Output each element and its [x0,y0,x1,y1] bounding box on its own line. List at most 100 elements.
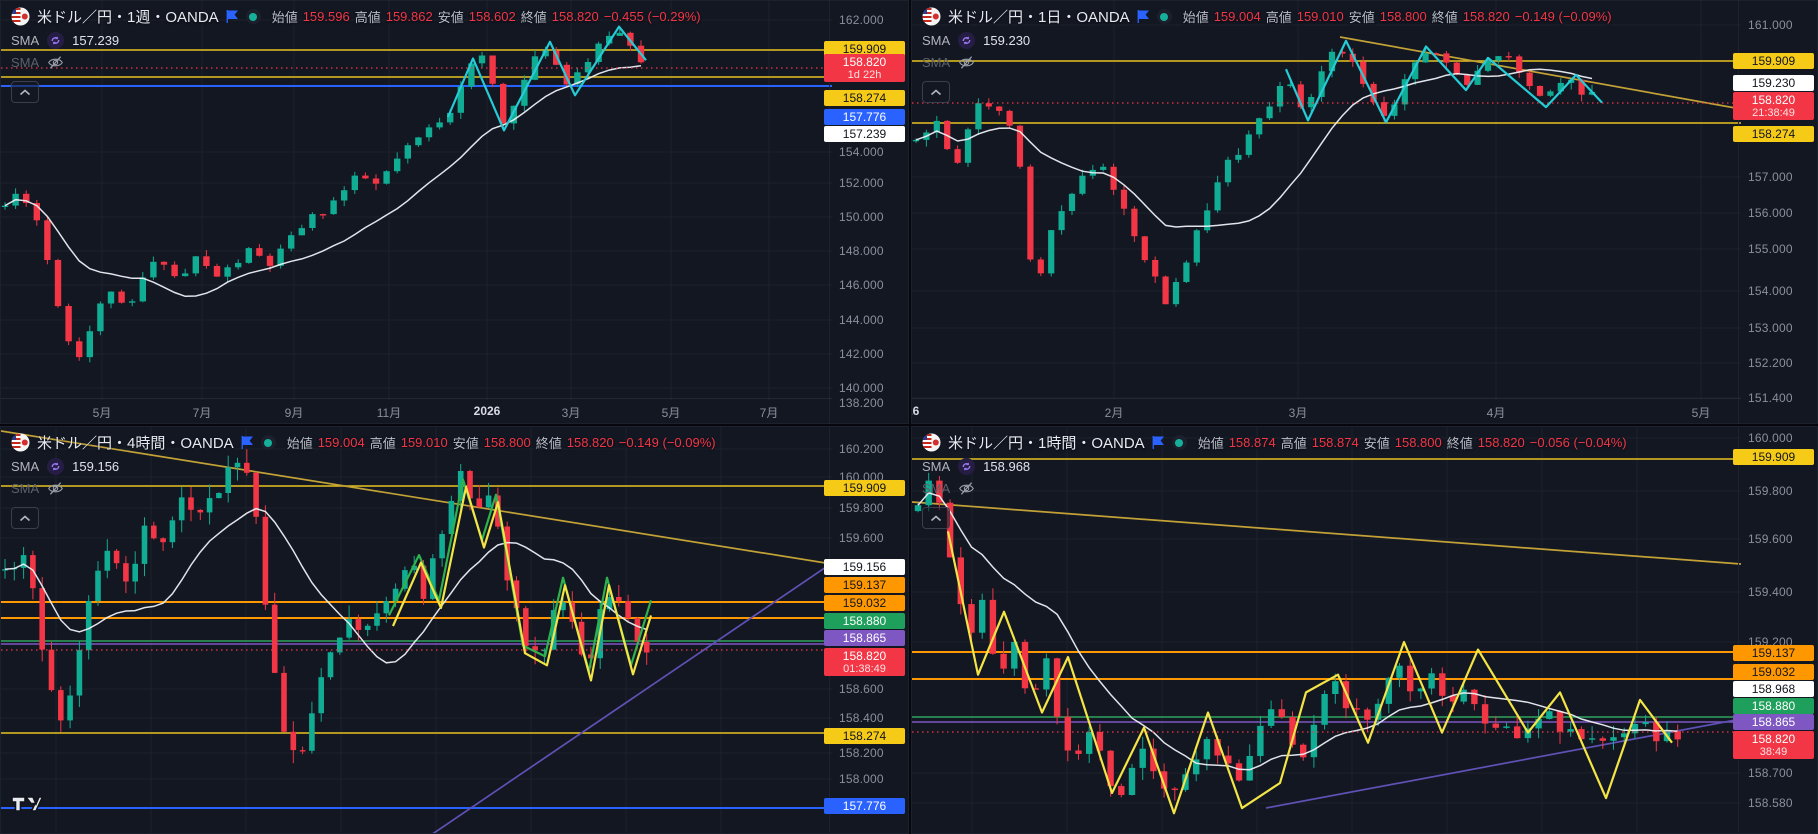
time-axis-label: 7月 [759,406,779,420]
eye-off-icon[interactable] [958,55,975,70]
eye-off-icon[interactable] [958,481,975,496]
ohlc-readout: 始値 158.874 高値 158.874 安値 158.800 終値 158.820 … [1198,433,1627,452]
legend-collapse-button[interactable] [922,507,950,529]
chart-canvas[interactable] [1,1,832,400]
symbol-logo-icon[interactable] [11,7,30,26]
eye-off-icon[interactable] [47,55,64,70]
price-axis-label: 142.000 [839,347,884,361]
legend-collapse-button[interactable] [11,507,39,529]
legend-collapse-button[interactable] [11,81,39,103]
chart-canvas[interactable] [912,1,1741,400]
price-badge-orange: 159.032 [1733,664,1814,680]
time-axis-label: 5月 [661,406,681,420]
eye-off-icon[interactable] [47,481,64,496]
indicator-sma[interactable]: SMA 159.156 [11,455,119,477]
price-badge-orange: 159.137 [1733,645,1814,661]
price-axis-label: 152.200 [1748,356,1793,370]
sma-hidden-label: SMA [922,480,951,496]
time-axis[interactable]: 2026 2月 3月 4月 5月 [912,398,1741,423]
bar-countdown: 21:38:49 [1752,107,1795,119]
flag-icon[interactable] [226,10,239,23]
ohlc-readout: 始値 159.004 高値 159.010 安値 158.800 終値 158.820 … [287,433,716,452]
chart-pane-1hour[interactable]: 160.000 159.800 159.600 159.400 159.200 158.7… [911,426,1818,834]
close-label: 終値 [535,436,562,451]
sma-value: 157.239 [72,32,120,48]
time-axis-label: 3月 [1,404,2,421]
chart-canvas[interactable] [912,427,1741,834]
change-value: −0.149 (−0.09%) [1514,9,1612,24]
chart-pane-4hour[interactable]: 160.200 160.000 159.800 159.600 158.600 158.4… [0,426,909,834]
chart-pane-daily[interactable]: 161.000 157.000 156.000 155.000 154.000 153.0… [911,0,1818,424]
low-label: 安値 [1348,10,1375,25]
time-axis[interactable]: 3月 5月 7月 9月 11月 2026 3月 5月 7月 [1,398,832,423]
symbol-title[interactable]: 米ドル／円・1日・OANDA [948,9,1130,26]
price-badge-green: 158.880 [1733,698,1814,714]
low-value: 158.602 [468,9,516,24]
price-badge-orange: 159.137 [824,577,905,593]
bar-countdown: 01:38:49 [843,663,886,675]
open-value: 159.004 [317,435,365,450]
indicator-sma-hidden[interactable]: SMA [922,477,1030,499]
indicator-sma[interactable]: SMA 158.968 [922,455,1030,477]
sync-icon [962,35,971,45]
symbol-title[interactable]: 米ドル／円・1時間・OANDA [948,435,1145,452]
indicator-sma[interactable]: SMA 157.239 [11,29,119,51]
flag-icon[interactable] [1137,10,1150,23]
indicator-legend: SMA 159.156 SMA [11,455,119,529]
eye-off-icon[interactable] [958,55,975,70]
price-axis-label: 162.000 [839,13,884,27]
symbol-logo-icon[interactable] [922,433,941,452]
flag-icon[interactable] [241,436,254,449]
open-value: 159.004 [1213,9,1261,24]
sma-label: SMA [11,458,40,474]
indicator-sma[interactable]: SMA 159.230 [922,29,1030,51]
time-axis-label: 3月 [561,406,581,420]
close-label: 終値 [1446,436,1473,451]
chevron-up-icon [930,88,942,95]
indicator-sma-hidden[interactable]: SMA [11,477,119,499]
chart-canvas[interactable] [1,427,832,834]
sma-sync-icon [47,31,65,49]
price-badge-yellow: 159.909 [1733,53,1814,69]
flag-icon[interactable] [1152,436,1165,449]
eye-off-icon[interactable] [958,481,975,496]
price-axis-label: 158.400 [839,711,884,725]
eye-off-icon[interactable] [47,481,64,496]
sma-sync-icon [47,457,65,475]
chart-header: 米ドル／円・1日・OANDA 始値 159.004 高値 159.010 安値 158… [922,6,1612,27]
sma-value: 159.156 [72,458,120,474]
time-axis-label: 2月 [1104,406,1124,420]
price-axis-label: 153.000 [1748,321,1793,335]
price-axis-label: 140.000 [839,381,884,395]
price-axis-label: 156.000 [1748,206,1793,220]
chevron-up-icon [930,514,942,521]
price-badge-red: 158.820 38:49 [1733,731,1814,759]
price-axis[interactable]: 160.000 159.800 159.600 159.400 159.200 158.7… [1733,427,1817,833]
price-axis[interactable]: 162.000 154.000 152.000 150.000 148.000 146.0… [824,1,908,423]
ohlc-readout: 始値 159.004 高値 159.010 安値 158.800 終値 158.820 … [1183,7,1612,26]
price-axis[interactable]: 161.000 157.000 156.000 155.000 154.000 153.0… [1733,1,1817,423]
market-status-icon [1156,9,1172,24]
sync-icon [962,461,971,471]
legend-collapse-button[interactable] [922,81,950,103]
time-axis-label: 7月 [192,406,212,420]
price-axis-label: 159.400 [1748,585,1793,599]
price-axis[interactable]: 160.200 160.000 159.800 159.600 158.600 158.4… [824,427,908,833]
close-value: 158.820 [1462,9,1510,24]
symbol-title[interactable]: 米ドル／円・4時間・OANDA [37,435,234,452]
price-axis-label: 159.600 [1748,532,1793,546]
time-axis-label: 4月 [1486,406,1506,420]
eye-off-icon[interactable] [47,55,64,70]
price-badge-red: 158.820 21:38:49 [1733,92,1814,120]
indicator-sma-hidden[interactable]: SMA [11,51,119,73]
symbol-logo-icon[interactable] [922,7,941,26]
sma-sync-icon [958,31,976,49]
tradingview-logo[interactable] [11,795,44,818]
price-badge-orange: 159.032 [824,595,905,611]
indicator-sma-hidden[interactable]: SMA [922,51,1030,73]
high-label: 高値 [369,436,396,451]
bar-countdown: 1d 22h [847,69,882,81]
symbol-logo-icon[interactable] [11,433,30,452]
chart-pane-weekly[interactable]: 162.000 154.000 152.000 150.000 148.000 146.0… [0,0,909,424]
symbol-title[interactable]: 米ドル／円・1週・OANDA [37,9,219,26]
